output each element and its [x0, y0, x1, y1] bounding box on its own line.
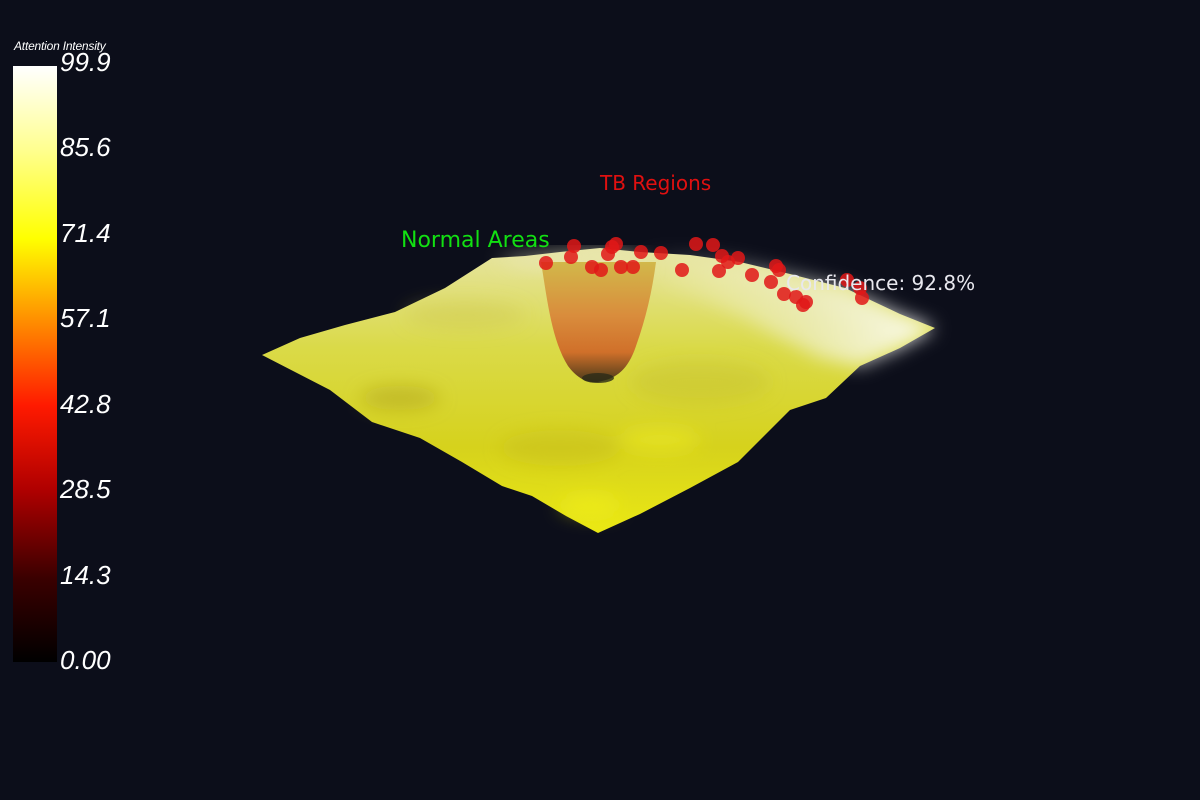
- tb-region-point: [609, 237, 623, 251]
- colorbar-tick-label: 0.00: [60, 645, 111, 675]
- colorbar-ticks: 99.9 85.6 71.4 57.1 42.8 28.5 14.3 0.00: [60, 0, 140, 800]
- surface-shading: [360, 301, 770, 515]
- colorbar: [13, 66, 57, 662]
- normal-areas-label: Normal Areas: [401, 228, 550, 253]
- tb-region-point: [731, 251, 745, 265]
- tb-region-point: [777, 287, 791, 301]
- colorbar-tick-label: 57.1: [60, 303, 111, 334]
- colorbar-title: Attention Intensity: [14, 39, 106, 53]
- tb-region-point: [654, 246, 668, 260]
- high-intensity-ridge: [640, 252, 935, 366]
- tb-region-point: [689, 237, 703, 251]
- tb-region-point: [840, 273, 854, 287]
- tb-region-point: [626, 260, 640, 274]
- tb-region-point: [706, 238, 720, 252]
- colorbar-tick-label: 14.3: [60, 559, 111, 590]
- tb-region-point: [594, 263, 608, 277]
- colorbar-tick-label: 28.5: [60, 474, 111, 505]
- tb-region-point: [675, 263, 689, 277]
- confidence-label: Confidence: 92.8%: [786, 271, 976, 295]
- tb-regions-label: TB Regions: [600, 171, 712, 195]
- tb-region-point: [855, 291, 869, 305]
- tb-region-point: [567, 239, 581, 253]
- tb-region-point: [799, 295, 813, 309]
- tb-region-point: [614, 260, 628, 274]
- tb-region-point: [539, 256, 553, 270]
- colorbar-tick-label: 71.4: [60, 217, 111, 248]
- colorbar-tick-label: 42.8: [60, 388, 111, 419]
- tb-region-point: [745, 268, 759, 282]
- tb-points: [539, 237, 869, 312]
- tb-region-point: [634, 245, 648, 259]
- tb-region-point: [764, 275, 778, 289]
- tb-region-point: [712, 264, 726, 278]
- colorbar-tick-label: 85.6: [60, 132, 111, 163]
- attention-depression: [541, 262, 656, 383]
- tb-region-point: [564, 250, 578, 264]
- colorbar-tick-label: 99.9: [60, 47, 111, 77]
- tb-region-point: [772, 263, 786, 277]
